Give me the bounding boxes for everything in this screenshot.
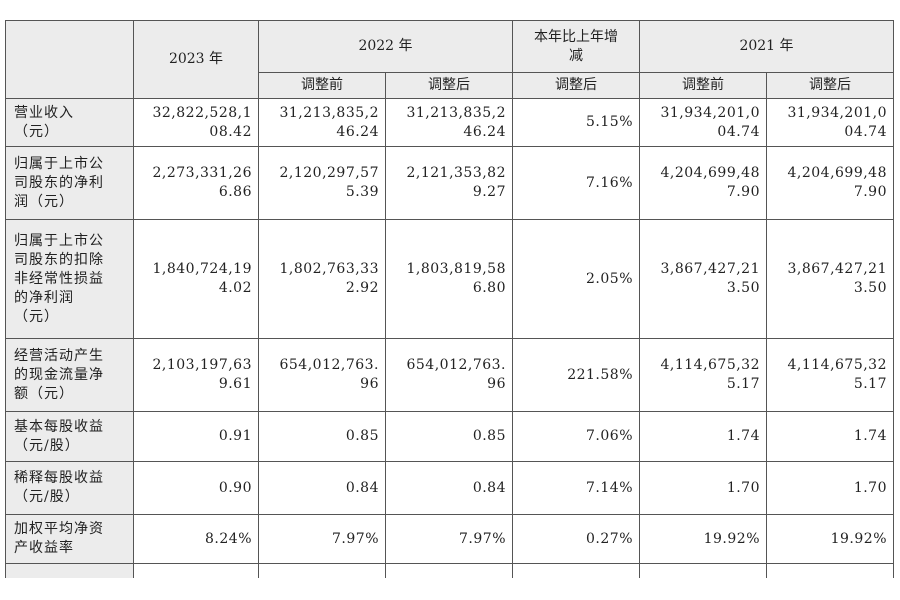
header-year-2023: 2023 年	[133, 20, 259, 99]
cell-2023: 0.91	[133, 411, 259, 462]
row-label: 经营活动产生 的现金流量净 额（元）	[5, 338, 134, 412]
table-row: 归属于上市公 司股东的净利 润（元） 2,273,331,26 6.86 2,1…	[5, 146, 894, 220]
cell-change: 5.15%	[512, 98, 640, 147]
cell-2022-after: 0.85	[385, 411, 513, 462]
header-year-2021: 2021 年	[639, 20, 894, 73]
header-2022-after-adjustment: 调整后	[385, 72, 513, 99]
financial-indicators-table: 2023 年 2022 年 本年比上年增 减 2021 年 调整前 调整后 调整…	[5, 20, 894, 578]
cutoff-cell	[5, 563, 134, 578]
cutoff-cell	[766, 563, 894, 578]
cutoff-cell	[133, 563, 259, 578]
cell-change: 2.05%	[512, 219, 640, 339]
cell-change: 7.14%	[512, 461, 640, 515]
cell-2021-before: 4,114,675,32 5.17	[639, 338, 767, 412]
table-row: 营业收入 （元） 32,822,528,1 08.42 31,213,835,2…	[5, 98, 894, 147]
header-corner-cell	[5, 20, 134, 99]
cell-2023: 0.90	[133, 461, 259, 515]
cell-2023: 2,103,197,63 9.61	[133, 338, 259, 412]
cell-2022-before: 0.85	[258, 411, 386, 462]
cell-2023: 8.24%	[133, 514, 259, 564]
cell-2021-after: 4,204,699,48 7.90	[766, 146, 894, 220]
table-row-cutoff	[5, 563, 894, 578]
table-row: 稀释每股收益 （元/股） 0.90 0.84 0.84 7.14% 1.70 1…	[5, 461, 894, 515]
cell-2023: 1,840,724,19 4.02	[133, 219, 259, 339]
cell-2021-after: 19.92%	[766, 514, 894, 564]
cell-2021-after: 1.70	[766, 461, 894, 515]
cell-2021-before: 31,934,201,0 04.74	[639, 98, 767, 147]
cell-2022-before: 7.97%	[258, 514, 386, 564]
cell-2021-after: 3,867,427,21 3.50	[766, 219, 894, 339]
cell-2021-before: 1.74	[639, 411, 767, 462]
cell-2021-before: 4,204,699,48 7.90	[639, 146, 767, 220]
row-label: 归属于上市公 司股东的扣除 非经常性损益 的净利润 （元）	[5, 219, 134, 339]
table-row: 归属于上市公 司股东的扣除 非经常性损益 的净利润 （元） 1,840,724,…	[5, 219, 894, 339]
cell-2022-after: 654,012,763. 96	[385, 338, 513, 412]
table-row: 加权平均净资 产收益率 8.24% 7.97% 7.97% 0.27% 19.9…	[5, 514, 894, 564]
header-year-2022: 2022 年	[258, 20, 513, 73]
cell-2023: 32,822,528,1 08.42	[133, 98, 259, 147]
cutoff-cell	[258, 563, 386, 578]
header-2021-before-adjustment: 调整前	[639, 72, 767, 99]
cell-change: 0.27%	[512, 514, 640, 564]
header-2022-before-adjustment: 调整前	[258, 72, 386, 99]
cell-2022-after: 7.97%	[385, 514, 513, 564]
cutoff-cell	[385, 563, 513, 578]
cell-2022-after: 2,121,353,82 9.27	[385, 146, 513, 220]
cell-2022-after: 31,213,835,2 46.24	[385, 98, 513, 147]
cell-2021-after: 1.74	[766, 411, 894, 462]
cell-2021-after: 31,934,201,0 04.74	[766, 98, 894, 147]
cell-2022-after: 0.84	[385, 461, 513, 515]
header-change-after-adjustment: 调整后	[512, 72, 640, 99]
row-label: 归属于上市公 司股东的净利 润（元）	[5, 146, 134, 220]
row-label: 加权平均净资 产收益率	[5, 514, 134, 564]
cell-2022-before: 1,802,763,33 2.92	[258, 219, 386, 339]
table-row: 经营活动产生 的现金流量净 额（元） 2,103,197,63 9.61 654…	[5, 338, 894, 412]
cell-2022-after: 1,803,819,58 6.80	[385, 219, 513, 339]
cell-2022-before: 654,012,763. 96	[258, 338, 386, 412]
header-2021-after-adjustment: 调整后	[766, 72, 894, 99]
table-row: 基本每股收益 （元/股） 0.91 0.85 0.85 7.06% 1.74 1…	[5, 411, 894, 462]
cell-2021-before: 19.92%	[639, 514, 767, 564]
cell-2021-after: 4,114,675,32 5.17	[766, 338, 894, 412]
header-change: 本年比上年增 减	[512, 20, 640, 73]
cutoff-cell	[512, 563, 640, 578]
cell-change: 7.16%	[512, 146, 640, 220]
cell-2021-before: 3,867,427,21 3.50	[639, 219, 767, 339]
cell-2022-before: 2,120,297,57 5.39	[258, 146, 386, 220]
cell-change: 221.58%	[512, 338, 640, 412]
row-label: 营业收入 （元）	[5, 98, 134, 147]
cell-change: 7.06%	[512, 411, 640, 462]
row-label: 基本每股收益 （元/股）	[5, 411, 134, 462]
cell-2023: 2,273,331,26 6.86	[133, 146, 259, 220]
cell-2022-before: 31,213,835,2 46.24	[258, 98, 386, 147]
cell-2021-before: 1.70	[639, 461, 767, 515]
row-label: 稀释每股收益 （元/股）	[5, 461, 134, 515]
cell-2022-before: 0.84	[258, 461, 386, 515]
cutoff-cell	[639, 563, 767, 578]
